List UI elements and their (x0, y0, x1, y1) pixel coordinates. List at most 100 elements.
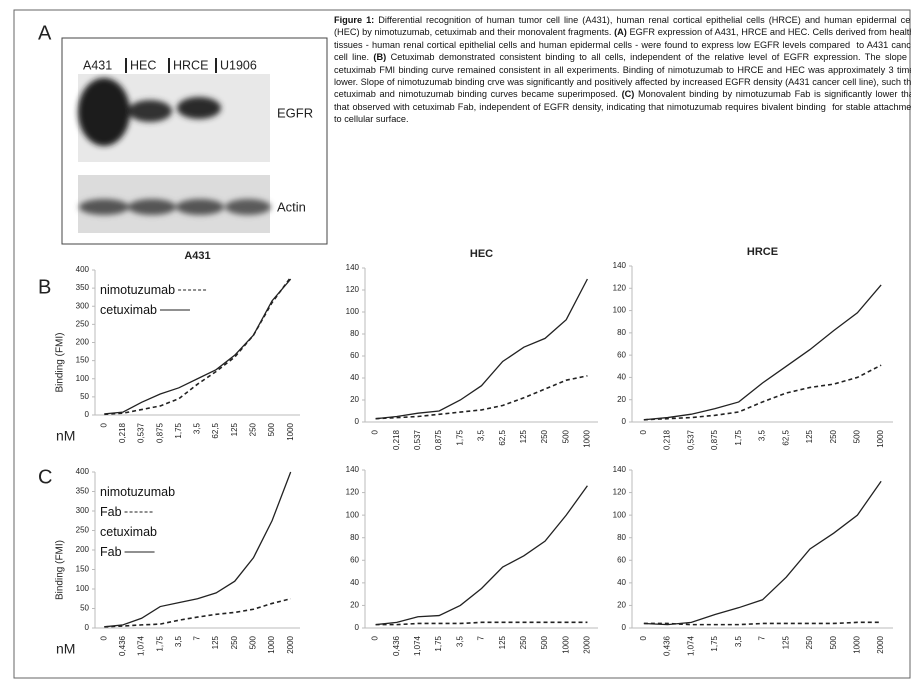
x-tick-label: 125 (805, 429, 814, 443)
y-tick-label: 120 (613, 283, 627, 292)
series-line (644, 285, 881, 420)
y-tick-label: 150 (76, 565, 90, 574)
y-tick-label: 140 (346, 465, 360, 474)
x-tick-label: 1,75 (455, 429, 464, 445)
lane-label: U1906 (220, 58, 257, 72)
x-tick-label: 0 (99, 422, 108, 427)
lane-label: HEC (130, 58, 156, 72)
x-tick-label: 250 (829, 429, 838, 443)
x-tick-label: 125 (781, 635, 790, 649)
x-tick-label: 250 (519, 635, 528, 649)
y-tick-label: 0 (85, 623, 90, 632)
x-tick-label: 1,074 (137, 635, 146, 656)
y-tick-label: 300 (76, 506, 90, 515)
x-tick-label: 7 (477, 635, 486, 640)
x-tick-label: 125 (211, 635, 220, 649)
x-tick-label: 500 (540, 635, 549, 649)
x-tick-label: 1000 (876, 429, 885, 447)
x-tick-label: 125 (498, 635, 507, 649)
x-tick-label: 500 (561, 429, 570, 443)
band-label: EGFR (277, 105, 313, 120)
x-tick-label: 0 (99, 635, 108, 640)
caption: Figure 1: Differential recognition of hu… (334, 14, 911, 234)
y-tick-label: 60 (617, 555, 626, 564)
y-tick-label: 400 (76, 467, 90, 476)
y-tick-label: 60 (350, 351, 359, 360)
y-tick-label: 60 (350, 555, 359, 564)
x-tick-label: 3,5 (455, 635, 464, 647)
x-tick-label: 1000 (286, 422, 295, 440)
chart-title: HEC (470, 248, 493, 260)
x-tick-label: 1000 (583, 429, 592, 447)
y-tick-label: 140 (613, 261, 627, 270)
y-tick-label: 120 (346, 488, 360, 497)
y-tick-label: 0 (622, 623, 627, 632)
series-line (104, 599, 290, 627)
x-tick-label: 2000 (286, 635, 295, 653)
x-tick-label: 0,436 (118, 635, 127, 656)
caption-segment: (A) (614, 27, 627, 37)
y-tick-label: 0 (85, 410, 90, 419)
y-tick-label: 40 (350, 373, 359, 382)
legend-entry: nimotuzumab Fab (100, 482, 170, 522)
y-tick-label: 20 (350, 395, 359, 404)
x-tick-label: 1,75 (174, 422, 183, 438)
x-tick-label: 1,074 (686, 635, 695, 656)
y-tick-label: 50 (80, 392, 89, 401)
y-tick-label: 0 (355, 417, 360, 426)
x-tick-label: 0 (371, 429, 380, 434)
x-tick-label: 3,5 (758, 429, 767, 441)
y-tick-label: 80 (350, 533, 359, 542)
y-tick-label: 80 (350, 329, 359, 338)
series-line (376, 622, 588, 624)
y-tick-label: 250 (76, 319, 90, 328)
legend-entry: cetuximab (100, 300, 157, 320)
x-tick-label: 0,218 (118, 422, 127, 443)
panel-label: A (38, 22, 52, 44)
x-tick-label: 250 (540, 429, 549, 443)
x-tick-label: 7 (193, 635, 202, 640)
y-tick-label: 80 (617, 533, 626, 542)
legend-entry: nimotuzumab (100, 280, 175, 300)
y-tick-label: 100 (76, 584, 90, 593)
x-tick-label: 0,537 (137, 422, 146, 443)
y-tick-label: 100 (613, 510, 627, 519)
y-tick-label: 20 (617, 395, 626, 404)
y-tick-label: 200 (76, 338, 90, 347)
y-tick-label: 150 (76, 356, 90, 365)
x-tick-label: 0,436 (663, 635, 672, 656)
caption-segment: Figure 1: (334, 15, 374, 25)
y-tick-label: 40 (350, 578, 359, 587)
lane-label: A431 (83, 58, 112, 72)
x-tick-label: 1000 (267, 635, 276, 653)
y-axis-label: Binding (FMI) (55, 540, 66, 600)
y-tick-label: 400 (76, 265, 90, 274)
y-tick-label: 100 (613, 306, 627, 315)
x-tick-label: 1000 (853, 635, 862, 653)
y-tick-label: 0 (622, 417, 627, 426)
x-tick-label: 1000 (561, 635, 570, 653)
x-tick-label: 250 (805, 635, 814, 649)
x-tick-label: 1,75 (434, 635, 443, 651)
x-tick-label: 3,5 (174, 635, 183, 647)
series-line (376, 486, 588, 625)
y-tick-label: 40 (617, 578, 626, 587)
x-tick-label: 7 (758, 635, 767, 640)
chart-title: A431 (184, 250, 210, 262)
y-tick-label: 80 (617, 328, 626, 337)
x-tick-label: 500 (853, 429, 862, 443)
x-tick-label: 0,537 (686, 429, 695, 450)
x-tick-label: 500 (249, 635, 258, 649)
series-line (644, 365, 881, 420)
y-tick-label: 200 (76, 545, 90, 554)
y-tick-label: 350 (76, 283, 90, 292)
x-tick-label: 0,218 (663, 429, 672, 450)
x-tick-label: 125 (519, 429, 528, 443)
y-tick-label: 50 (80, 604, 89, 613)
y-tick-label: 100 (346, 307, 360, 316)
x-tick-label: 250 (249, 422, 258, 436)
x-tick-label: 0,436 (392, 635, 401, 656)
y-tick-label: 300 (76, 301, 90, 310)
y-tick-label: 20 (617, 601, 626, 610)
series-line (376, 279, 588, 419)
